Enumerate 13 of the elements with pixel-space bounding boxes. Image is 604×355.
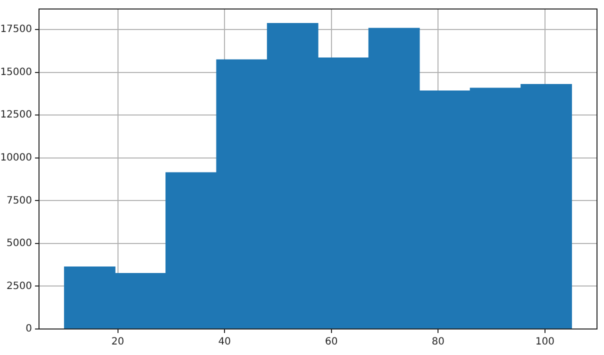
y-tick-label: 15000 (0, 66, 32, 78)
y-tick-label: 7500 (6, 195, 32, 206)
y-tick-label: 2500 (6, 280, 32, 292)
x-tick-label: 20 (111, 336, 124, 348)
y-tick-label: 5000 (6, 238, 32, 250)
y-tick-label: 10000 (0, 152, 32, 164)
x-tick-label: 80 (432, 336, 445, 348)
y-tick-label: 12500 (0, 110, 32, 121)
x-tick-label: 40 (218, 336, 231, 348)
y-tick-label: 17500 (0, 24, 32, 36)
x-tick-label: 100 (535, 336, 554, 348)
x-tick-label: 60 (324, 336, 338, 348)
y-tick-label: 0 (26, 324, 32, 335)
